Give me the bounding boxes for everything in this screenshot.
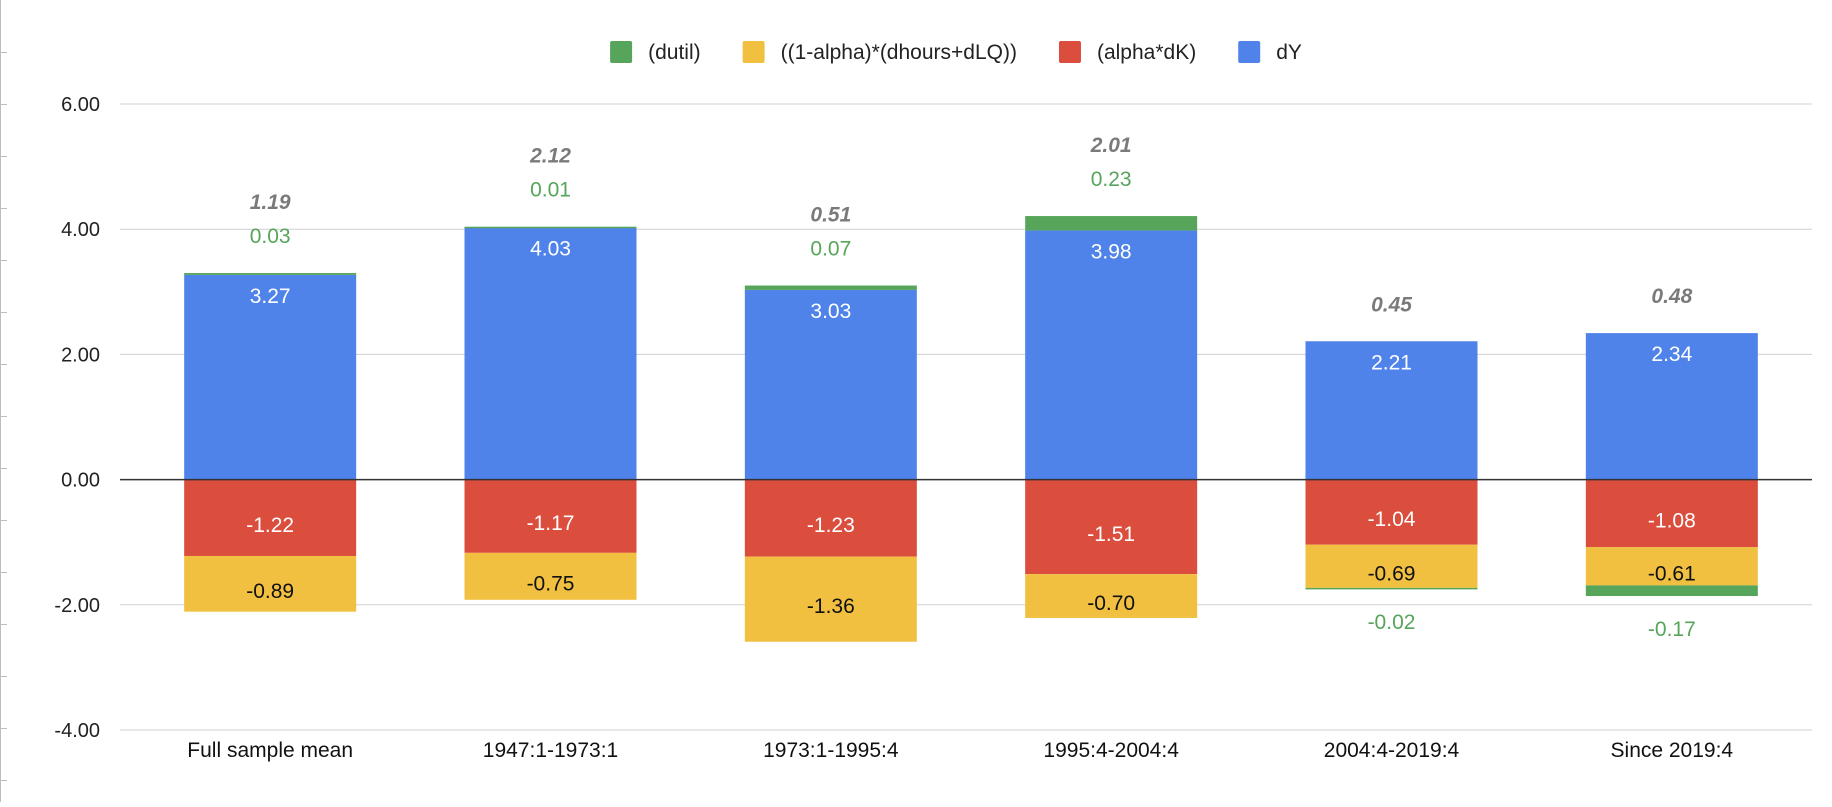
bar-1-alpha-dhours-dlq — [1305, 544, 1478, 588]
total-label: 0.45 — [1371, 293, 1412, 316]
bar-alpha-dk — [1025, 479, 1198, 575]
legend: (dutil) ((1-alpha)*(dhours+dLQ)) (alpha*dK… — [610, 41, 1302, 64]
bar-dy — [744, 289, 917, 480]
bar-1-alpha-dhours-dlq — [744, 556, 917, 642]
data-label-dy: 4.03 — [530, 237, 571, 260]
x-tick-label: Since 2019:4 — [1611, 739, 1734, 762]
data-label-1-alpha-dhours-dlq: -0.69 — [1368, 562, 1416, 585]
sheet-edge-line — [0, 0, 1, 802]
sheet-edge-tick — [0, 676, 7, 677]
bar-alpha-dk — [744, 479, 917, 557]
bar-dy — [464, 227, 637, 480]
y-tick-label: 4.00 — [61, 219, 100, 241]
bar-dy — [1305, 341, 1478, 480]
x-tick-label: 1995:4-2004:4 — [1043, 739, 1179, 762]
data-label-dutil: 0.01 — [530, 179, 571, 202]
bar-dutil — [184, 273, 357, 275]
data-label-dy: 3.27 — [250, 285, 291, 308]
bar-1-alpha-dhours-dlq — [464, 552, 637, 600]
total-label: 0.51 — [810, 204, 851, 227]
x-tick-label: 2004:4-2019:4 — [1324, 739, 1460, 762]
sheet-edge-tick — [0, 364, 7, 365]
data-labels: 3.27 -1.22 -0.89 0.03 1.19 4.03 -1.17 -0.75 0.01… — [246, 134, 1696, 641]
data-label-1-alpha-dhours-dlq: -0.61 — [1648, 562, 1696, 585]
data-label-dutil: 0.23 — [1091, 168, 1132, 191]
bar-1-alpha-dhours-dlq — [1025, 574, 1198, 618]
sheet-edge-tick — [0, 312, 7, 313]
x-tick-label: Full sample mean — [187, 739, 353, 762]
x-tick-label: 1973:1-1995:4 — [763, 739, 899, 762]
sheet-edge-tick — [0, 260, 7, 261]
legend-swatch-dy — [1238, 41, 1261, 63]
sheet-edge-tick — [0, 572, 7, 573]
data-label-alpha-dk: -1.04 — [1368, 508, 1416, 531]
sheet-edge-tick — [0, 728, 7, 729]
legend-swatch-1-alpha-dhours-dlq — [742, 41, 765, 63]
legend-swatch-dutil — [610, 41, 633, 63]
data-label-1-alpha-dhours-dlq: -1.36 — [807, 595, 855, 618]
sheet-edge-tick — [0, 520, 7, 521]
data-label-dutil: -0.17 — [1648, 618, 1696, 641]
data-label-dutil: 0.03 — [250, 225, 291, 248]
data-label-dy: 2.34 — [1651, 343, 1692, 366]
bar-dy — [1585, 333, 1758, 480]
x-axis: Full sample mean 1947:1-1973:1 1973:1-1995… — [187, 739, 1733, 762]
total-label: 2.12 — [529, 145, 571, 168]
y-tick-label: 0.00 — [61, 470, 100, 492]
bar-dutil — [1585, 585, 1758, 597]
data-label-dutil: 0.07 — [810, 238, 851, 261]
y-tick-label: -4.00 — [54, 720, 100, 742]
bars — [184, 216, 1758, 642]
legend-label-dutil: (dutil) — [648, 41, 701, 64]
bar-alpha-dk — [1305, 479, 1478, 545]
bar-alpha-dk — [184, 479, 357, 556]
total-label: 1.19 — [250, 191, 291, 214]
data-label-dutil: -0.02 — [1368, 611, 1416, 634]
x-tick-label: 1947:1-1973:1 — [483, 739, 618, 762]
sheet-edge-tick — [0, 468, 7, 469]
data-label-alpha-dk: -1.51 — [1087, 523, 1135, 546]
bar-dutil — [1025, 216, 1198, 231]
sheet-edge-tick — [0, 156, 7, 157]
y-tick-label: 2.00 — [61, 344, 100, 366]
bar-dutil — [464, 226, 637, 229]
bar-dy — [184, 274, 357, 480]
sheet-edge-tick — [0, 416, 7, 417]
sheet-edge-tick — [0, 780, 7, 781]
bar-dutil — [744, 285, 917, 290]
sheet-edge-tick — [0, 208, 7, 209]
data-label-1-alpha-dhours-dlq: -0.89 — [246, 580, 294, 603]
total-label: 2.01 — [1090, 134, 1132, 157]
data-label-1-alpha-dhours-dlq: -0.70 — [1087, 592, 1135, 615]
total-label: 0.48 — [1651, 285, 1692, 308]
y-tick-label: -2.00 — [54, 595, 100, 617]
data-label-dy: 3.98 — [1091, 240, 1132, 263]
legend-label-dy: dY — [1276, 41, 1302, 64]
bar-1-alpha-dhours-dlq — [184, 555, 357, 612]
bar-dy — [1025, 230, 1198, 480]
bar-alpha-dk — [1585, 479, 1758, 548]
legend-swatch-alpha-dk — [1058, 41, 1081, 63]
data-label-1-alpha-dhours-dlq: -0.75 — [527, 572, 575, 595]
data-label-alpha-dk: -1.23 — [807, 514, 855, 537]
bar-dutil — [1305, 587, 1478, 590]
gridlines — [120, 103, 1812, 731]
data-label-dy: 3.03 — [810, 300, 851, 323]
legend-label-alpha-dk: (alpha*dK) — [1097, 41, 1196, 64]
data-label-alpha-dk: -1.22 — [246, 514, 294, 537]
data-label-dy: 2.21 — [1371, 351, 1412, 374]
data-label-alpha-dk: -1.17 — [527, 512, 575, 535]
y-axis: 6.00 4.00 2.00 0.00 -2.00 -4.00 — [54, 94, 100, 742]
bar-1-alpha-dhours-dlq — [1585, 547, 1758, 586]
data-label-alpha-dk: -1.08 — [1648, 509, 1696, 532]
bar-alpha-dk — [464, 479, 637, 553]
sheet-edge-tick — [0, 52, 7, 53]
sheet-edge-tick — [0, 624, 7, 625]
legend-label-1-alpha-dhours-dlq: ((1-alpha)*(dhours+dLQ)) — [781, 41, 1017, 64]
y-tick-label: 6.00 — [61, 94, 100, 116]
sheet-edge-tick — [0, 104, 7, 105]
